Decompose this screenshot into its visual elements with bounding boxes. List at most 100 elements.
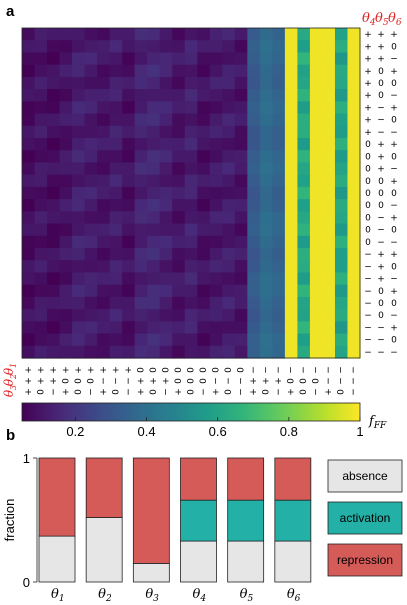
heatmap-cell [259,260,273,274]
heatmap-cell [297,76,311,90]
heatmap-cell [34,248,48,261]
heatmap-cell [222,309,236,322]
heatmap-cell [322,186,336,200]
column-label-symbol: − [124,388,134,396]
heatmap-cell [59,138,73,151]
heatmap-cell [259,248,273,261]
heatmap-cell [247,52,261,66]
legend-label-repression: repression [337,553,393,567]
heatmap-cell [222,174,236,188]
heatmap-cell [309,284,324,298]
heatmap-cell [59,345,73,359]
heatmap-cell [247,248,261,261]
heatmap-cell [59,235,73,249]
row-label-symbol: − [377,336,385,346]
row-label-symbol: 0 [365,226,371,236]
heatmap-cell [259,28,273,41]
heatmap-cell [209,260,223,274]
row-label-symbol: − [390,311,398,321]
heatmap-cell [209,345,223,359]
heatmap-cell [334,333,349,347]
row-label-symbol: − [390,128,398,138]
heatmap-cell [122,296,136,310]
heatmap-cell [122,138,136,151]
row-label-symbol: 0 [365,177,371,187]
column-label-symbol: − [299,366,309,374]
heatmap-cell [72,272,86,286]
heatmap-cell [197,223,211,237]
bar-activation [180,499,217,542]
heatmap-cell [172,211,186,225]
heatmap-cell [34,28,48,41]
heatmap-cell [334,76,349,90]
heatmap-cell [272,125,286,139]
heatmap-cell [197,321,211,335]
heatmap-cell [184,199,198,212]
heatmap-cell [284,52,299,66]
heatmap-cell [247,64,261,78]
column-label-symbol: 0 [212,367,222,373]
heatmap-cell [22,52,36,66]
column-label-symbol: + [174,388,184,396]
heatmap-cell [297,223,311,237]
row-label-symbol: − [377,213,385,223]
heatmap-cell [159,333,173,347]
heatmap-cell [59,296,73,310]
heatmap-cell [284,284,299,298]
heatmap-cell [234,186,248,200]
heatmap-cell [109,186,123,200]
bar-repression [85,457,123,518]
column-label-symbol: + [74,366,84,374]
heatmap-cell [184,174,198,188]
heatmap-cell [322,76,336,90]
heatmap-cell [109,223,123,237]
heatmap-cell [134,125,148,139]
heatmap-cell [209,101,223,115]
heatmap-cell [22,248,36,261]
heatmap-cell [22,223,36,237]
column-label-symbol: 0 [149,367,159,373]
heatmap-cell [234,248,248,261]
bar-repression [274,457,312,501]
heatmap-cell [222,89,236,102]
column-label-symbol: − [199,388,209,396]
heatmap-cell [259,52,273,66]
heatmap-cell [134,211,148,225]
heatmap-cell [259,333,273,347]
row-label-symbol: 0 [378,299,384,309]
heatmap-cell [122,186,136,200]
heatmap-cell [34,162,48,176]
heatmap-cell [272,260,286,274]
heatmap-cell [197,309,211,322]
heatmap-cell [84,333,98,347]
heatmap-cell [34,235,48,249]
heatmap-cell [109,333,123,347]
row-label-symbol: + [377,55,385,65]
column-label-symbol: + [99,388,109,396]
heatmap-cell [172,345,186,359]
heatmap-cell [97,186,111,200]
heatmap-cell [134,28,148,41]
heatmap-cell [322,125,336,139]
heatmap-cell [97,333,111,347]
heatmap-cell [309,345,324,359]
heatmap-cell [297,345,311,359]
heatmap-cell [309,272,324,286]
heatmap-cell [72,125,86,139]
heatmap-cell [109,113,123,127]
heatmap-cell [272,174,286,188]
heatmap-cell [22,211,36,225]
heatmap-cell [184,211,198,225]
heatmap-cell [59,64,73,78]
heatmap-cell [47,309,61,322]
heatmap-cell [197,174,211,188]
heatmap-cell [247,101,261,115]
heatmap-cell [322,223,336,237]
heatmap-cell [72,284,86,298]
row-label-symbol: + [390,140,398,150]
heatmap-cell [47,223,61,237]
heatmap-cell [172,174,186,188]
heatmap-cell [259,284,273,298]
heatmap-cell [309,235,324,249]
heatmap-cell [309,64,324,78]
